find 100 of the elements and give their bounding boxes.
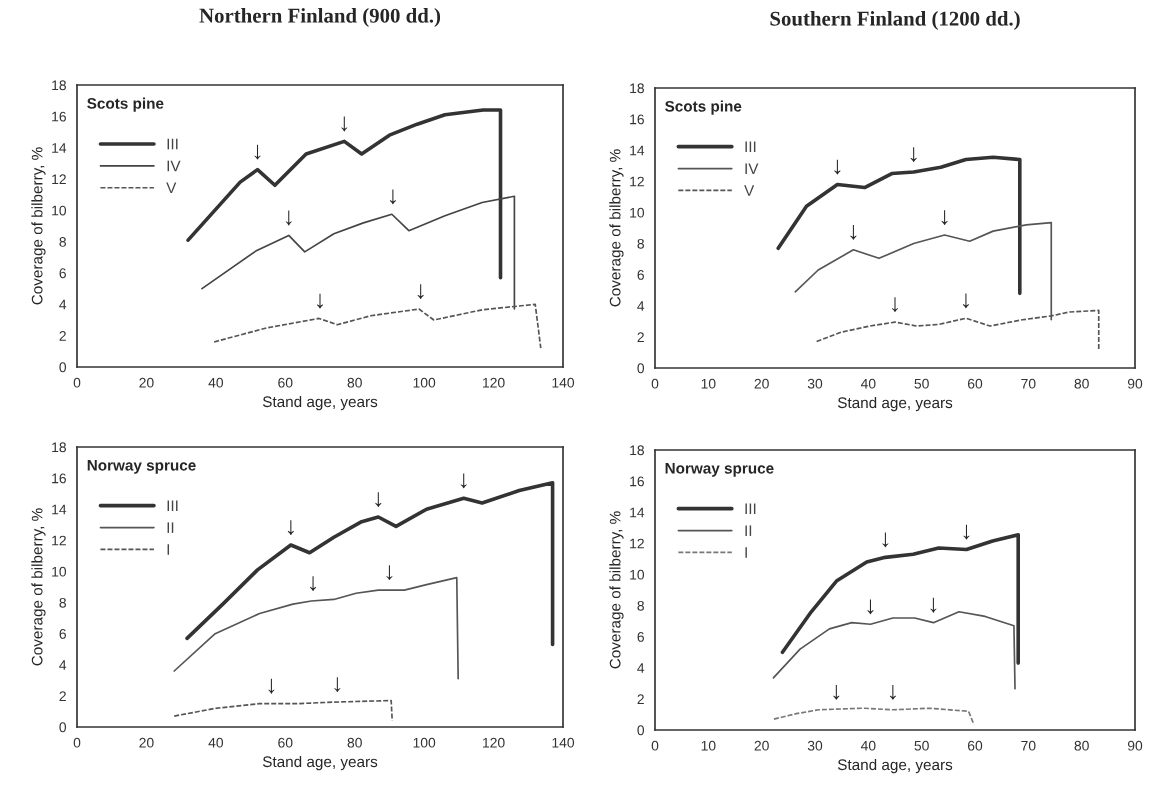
annotation: ↓ bbox=[889, 684, 896, 700]
line-series bbox=[173, 699, 394, 722]
annotation: ↓ bbox=[460, 473, 467, 489]
y-tick-label: 0 bbox=[59, 362, 67, 373]
annotation: ↓ bbox=[892, 297, 898, 313]
y-tick-label: 8 bbox=[59, 237, 66, 247]
x-tick-label: 90 bbox=[1127, 378, 1143, 389]
annotation: ↓ bbox=[341, 116, 348, 132]
x-tick-label: 100 bbox=[413, 377, 436, 388]
y-tick-label: 18 bbox=[630, 83, 644, 94]
y-tick-label: 10 bbox=[52, 205, 67, 216]
y-tick-label: 18 bbox=[52, 80, 66, 91]
x-tick-label: 140 bbox=[552, 377, 575, 388]
chart-title: Southern Finland (1200 dd.) bbox=[770, 11, 1020, 30]
legend-label: II bbox=[745, 525, 752, 536]
x-tick-label: 30 bbox=[807, 740, 823, 751]
annotation: ↓ bbox=[287, 520, 294, 535]
annotation: ↓ bbox=[285, 210, 292, 226]
legend-label: III bbox=[167, 500, 178, 512]
x-tick-label: 40 bbox=[208, 377, 224, 388]
x-tick-label: 70 bbox=[1021, 740, 1036, 751]
y-tick-label: 18 bbox=[52, 442, 66, 453]
annotation: ↓ bbox=[310, 576, 316, 591]
y-tick-label: 0 bbox=[59, 722, 67, 733]
x-axis-title: Stand age, years bbox=[837, 758, 953, 774]
y-tick-label: 2 bbox=[637, 332, 644, 342]
y-axis-title: Coverage of bilberry, % bbox=[609, 511, 624, 669]
y-tick-label: 0 bbox=[637, 363, 645, 374]
y-tick-label: 14 bbox=[52, 143, 67, 153]
x-tick-label: 0 bbox=[73, 377, 81, 388]
legend-label: V bbox=[744, 185, 755, 196]
y-tick-label: 0 bbox=[637, 725, 645, 736]
x-tick-label: 10 bbox=[701, 378, 716, 389]
x-tick-label: 60 bbox=[278, 737, 293, 748]
x-tick-label: 40 bbox=[208, 737, 224, 748]
y-tick-label: 8 bbox=[59, 597, 66, 608]
y-tick-label: 4 bbox=[637, 663, 645, 673]
annotation: ↓ bbox=[850, 224, 857, 240]
x-tick-label: 50 bbox=[914, 740, 929, 751]
annotation: ↓ bbox=[930, 597, 937, 613]
y-tick-label: 4 bbox=[59, 299, 67, 310]
x-tick-label: 20 bbox=[139, 377, 154, 388]
x-tick-label: 80 bbox=[1074, 378, 1089, 389]
y-axis-title: Coverage of bilberry, % bbox=[609, 149, 624, 307]
x-tick-label: 20 bbox=[139, 737, 154, 748]
legend-label: IV bbox=[745, 163, 759, 174]
legend-label: IV bbox=[167, 160, 181, 172]
y-tick-label: 16 bbox=[52, 111, 66, 122]
x-tick-label: 30 bbox=[807, 378, 823, 389]
text: Norway spruce bbox=[87, 460, 196, 474]
x-tick-label: 60 bbox=[967, 740, 983, 751]
x-tick-label: 80 bbox=[347, 377, 362, 388]
x-tick-label: 0 bbox=[73, 737, 81, 748]
y-tick-label: 6 bbox=[59, 629, 66, 639]
legend-label: II bbox=[167, 522, 174, 533]
annotation: ↓ bbox=[417, 284, 424, 300]
y-tick-label: 12 bbox=[630, 538, 644, 549]
x-tick-label: 20 bbox=[754, 740, 769, 751]
annotation: ↓ bbox=[833, 684, 840, 700]
x-tick-label: 120 bbox=[483, 737, 505, 748]
y-tick-label: 6 bbox=[59, 268, 66, 279]
text: Scots pine bbox=[665, 100, 742, 115]
y-axis-title: Coverage of bilberry, % bbox=[31, 147, 46, 305]
x-tick-label: 140 bbox=[552, 737, 575, 748]
y-tick-label: 6 bbox=[637, 632, 644, 642]
y-tick-label: 8 bbox=[637, 238, 644, 249]
annotation: ↓ bbox=[334, 677, 341, 693]
legend-label: I bbox=[167, 544, 169, 555]
y-tick-label: 16 bbox=[630, 476, 644, 487]
line-series bbox=[773, 707, 975, 726]
x-tick-label: 60 bbox=[967, 378, 983, 389]
text: Norway spruce bbox=[665, 463, 774, 477]
y-tick-label: 8 bbox=[637, 600, 644, 611]
x-axis-title: Stand age, years bbox=[262, 755, 378, 771]
y-tick-label: 10 bbox=[52, 566, 67, 577]
annotation: ↓ bbox=[867, 599, 874, 615]
y-tick-label: 10 bbox=[630, 569, 645, 580]
y-tick-label: 4 bbox=[637, 301, 645, 311]
annotation: ↓ bbox=[386, 565, 393, 581]
x-tick-label: 40 bbox=[860, 378, 876, 389]
y-axis-title: Coverage of bilberry, % bbox=[31, 508, 46, 666]
y-tick-label: 18 bbox=[630, 445, 644, 456]
legend-label: III bbox=[745, 503, 756, 515]
annotation: ↓ bbox=[834, 159, 841, 175]
x-tick-label: 70 bbox=[1021, 378, 1036, 389]
y-tick-label: 14 bbox=[630, 507, 645, 518]
x-tick-label: 0 bbox=[651, 740, 659, 751]
x-tick-label: 80 bbox=[1074, 740, 1089, 751]
x-tick-label: 90 bbox=[1127, 740, 1143, 751]
x-tick-label: 60 bbox=[278, 377, 293, 388]
annotation: ↓ bbox=[375, 492, 382, 507]
x-tick-label: 20 bbox=[754, 378, 769, 389]
y-tick-label: 2 bbox=[637, 694, 644, 704]
y-tick-label: 16 bbox=[52, 473, 66, 484]
annotation: ↓ bbox=[254, 144, 261, 160]
annotation: ↓ bbox=[317, 293, 323, 309]
y-tick-label: 14 bbox=[630, 145, 645, 156]
y-tick-label: 14 bbox=[52, 504, 67, 515]
y-tick-label: 16 bbox=[630, 114, 644, 125]
chart-title: Northern Finland (900 dd.) bbox=[199, 8, 441, 27]
